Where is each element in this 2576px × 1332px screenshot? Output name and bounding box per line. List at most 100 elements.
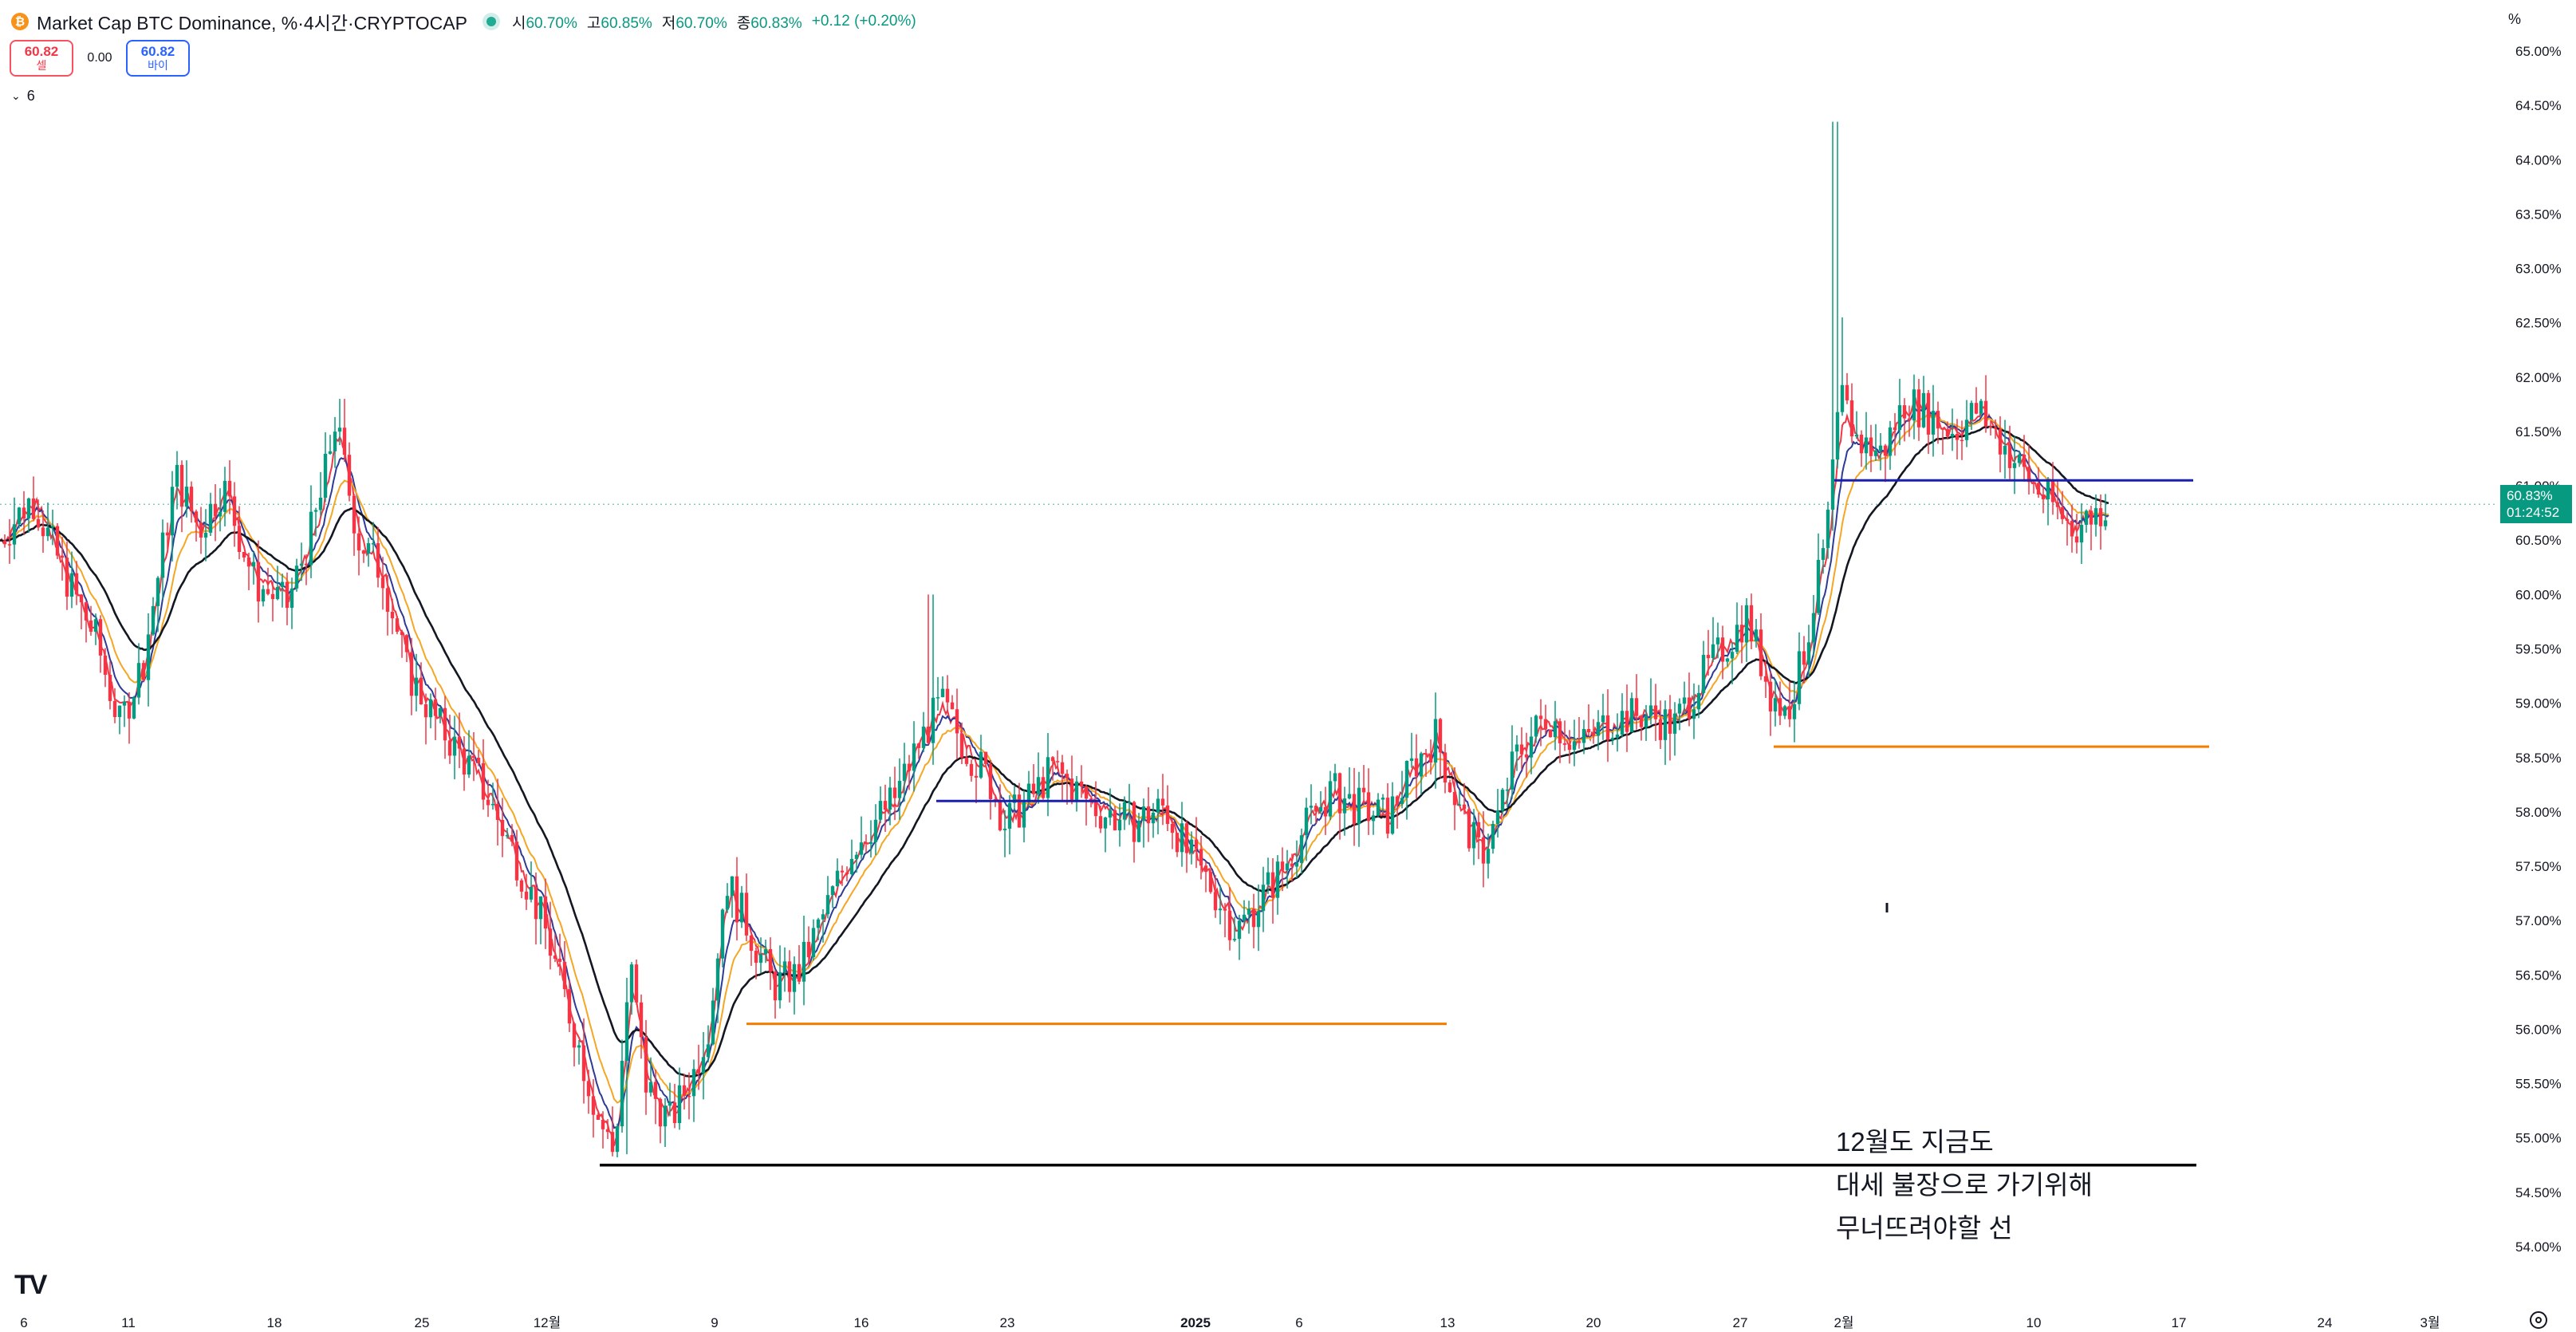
candle-body [1031, 783, 1036, 794]
candle-body [586, 1081, 591, 1097]
candle-body [22, 507, 26, 519]
candle-body [2093, 508, 2098, 525]
candle-body [845, 872, 849, 875]
price-tick-label: 56.00% [2515, 1022, 2562, 1037]
candle-body [1117, 819, 1122, 831]
candle-body [663, 1105, 668, 1127]
candle-body [275, 586, 280, 600]
candle-body [1964, 420, 1969, 440]
candle-body [1725, 658, 1730, 662]
candle-body [1888, 427, 1893, 456]
sell-button[interactable]: 60.82 셀 [10, 40, 73, 77]
candle-body [687, 1095, 691, 1098]
tradingview-logo[interactable]: TV [14, 1270, 47, 1300]
candle-body [347, 455, 352, 496]
candle-body [156, 577, 160, 606]
candle-body [1132, 802, 1136, 842]
settings-icon[interactable] [2530, 1311, 2547, 1329]
candle-body [26, 499, 31, 519]
candle-body [959, 733, 964, 758]
candle-body [950, 702, 955, 710]
candle-body [160, 532, 165, 578]
candle-body [1687, 697, 1692, 719]
candle-body [108, 675, 112, 701]
candle-body [1414, 758, 1419, 777]
candle-body [1409, 758, 1414, 761]
candle-body [505, 835, 510, 837]
price-tick-label: 54.50% [2515, 1185, 2562, 1200]
candle-body [1352, 794, 1357, 825]
price-tick-label: 57.00% [2515, 913, 2562, 928]
price-tick-label: 55.50% [2515, 1077, 2562, 1092]
candle-body [352, 495, 356, 534]
candle-body [1706, 655, 1711, 659]
buy-button[interactable]: 60.82 바이 [126, 40, 190, 77]
candle-body [2050, 479, 2055, 502]
symbol-title[interactable]: Market Cap BTC Dominance, %·4시간·CRYPTOCA… [37, 13, 467, 33]
candle-body [1993, 427, 1998, 429]
candle-body [2084, 510, 2089, 526]
candle-body [1069, 778, 1074, 801]
candle-body [553, 956, 557, 959]
time-tick-label: 16 [854, 1315, 869, 1330]
candle-body [127, 701, 132, 719]
price-axis-unit[interactable]: % [2508, 11, 2522, 27]
candle-body [1108, 810, 1113, 818]
candle-body [1792, 703, 1797, 719]
sell-label: 셀 [36, 59, 47, 72]
indicators-toggle[interactable]: ⌄ 6 [11, 88, 35, 104]
candle-body [577, 1045, 581, 1048]
candle-body [395, 618, 400, 633]
candle-body [1036, 777, 1041, 794]
candle-body [620, 1060, 624, 1127]
candle-body [773, 971, 778, 1001]
candle-body [1136, 820, 1141, 842]
candle-body [414, 677, 419, 696]
candle-body [1314, 806, 1318, 812]
time-tick-label: 10 [2027, 1315, 2042, 1330]
candle-body [672, 1102, 677, 1124]
candle-body [170, 487, 175, 536]
candle-body [1347, 794, 1352, 799]
candle-body [2046, 479, 2050, 499]
candle-body [1974, 403, 1979, 414]
candle-body [591, 1096, 596, 1115]
candle-body [897, 781, 902, 798]
candle-body [940, 688, 945, 698]
candle-body [103, 655, 108, 676]
price-tick-label: 56.50% [2515, 967, 2562, 983]
candle-body [510, 835, 514, 842]
time-tick-label: 12월 [534, 1315, 561, 1330]
candle-body [1165, 805, 1170, 825]
candle-body [1160, 798, 1165, 806]
candle-body [251, 562, 256, 567]
candle-body [227, 480, 232, 497]
candle-body [758, 954, 763, 964]
candle-body [859, 842, 864, 855]
candle-body [624, 1002, 629, 1061]
candle-body [232, 496, 237, 526]
candle-body [333, 432, 337, 451]
candle-body [476, 758, 481, 763]
candle-body [1514, 744, 1519, 752]
candle-body [969, 763, 974, 776]
candle-body [299, 563, 304, 566]
candle-body [1424, 753, 1428, 755]
candle-body [840, 870, 845, 873]
candle-body [1634, 698, 1639, 716]
candle-body [438, 707, 443, 716]
candle-body [902, 763, 907, 782]
last-price-badge: 60.83% 01:24:52 [2500, 485, 2572, 524]
candle-body [888, 787, 892, 810]
candle-body [1505, 789, 1510, 791]
candle-body [1998, 428, 2003, 455]
candle-body [122, 701, 127, 706]
candle-body [433, 699, 438, 716]
candle-body [1510, 751, 1514, 790]
candle-body [1902, 405, 1907, 419]
candle-body [385, 588, 390, 613]
candle-body [1251, 908, 1256, 928]
candle-body [1759, 629, 1763, 676]
candle-body [237, 526, 242, 553]
